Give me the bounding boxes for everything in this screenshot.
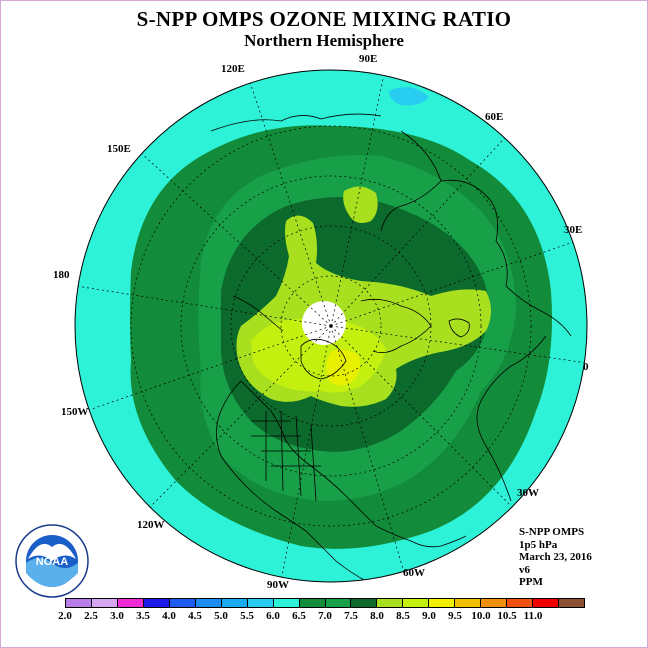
colorbar-segment (169, 599, 196, 607)
colorbar-tick-label: 4.0 (162, 610, 176, 622)
noaa-logo: NOAA (15, 524, 89, 598)
colorbar-segment (351, 599, 378, 607)
label-90e: 90E (359, 53, 378, 65)
colorbar-segment (247, 599, 274, 607)
colorbar-tick-label: 5.5 (240, 610, 254, 622)
polar-data-gap (302, 301, 346, 345)
label-60w: 60W (403, 567, 425, 579)
region-8-5-to-9 (326, 349, 360, 386)
label-120w: 120W (137, 519, 165, 531)
colorbar-segment (117, 599, 144, 607)
colorbar-tick-label: 11.0 (523, 610, 543, 622)
page-subtitle: Northern Hemisphere (244, 31, 404, 50)
colorbar-tick-label: 9.5 (448, 610, 462, 622)
colorbar-segment (143, 599, 170, 607)
colorbar-tick-label: 10.5 (497, 610, 517, 622)
noaa-logo-text: NOAA (36, 556, 68, 568)
label-0: 0 (583, 361, 589, 373)
colorbar-segment (429, 599, 456, 607)
colorbar-segment (91, 599, 118, 607)
region-4-5-to-5-5 (389, 87, 429, 106)
colorbar-tick-label: 8.0 (370, 610, 384, 622)
colorbar-segment (325, 599, 352, 607)
info-units: PPM (519, 576, 543, 588)
label-150w: 150W (61, 406, 89, 418)
info-block: S-NPP OMPS 1p5 hPa March 23, 2016 v6 PPM (519, 526, 592, 589)
colorbar-tick-label: 7.5 (344, 610, 358, 622)
colorbar-segment (377, 599, 404, 607)
info-version: v6 (519, 563, 530, 576)
colorbar (65, 598, 585, 608)
colorbar-tick-label: 2.0 (58, 610, 72, 622)
colorbar-segment (455, 599, 482, 607)
colorbar-segment (273, 599, 300, 607)
label-60e: 60E (485, 111, 504, 123)
colorbar-segment (221, 599, 248, 607)
info-instrument: S-NPP OMPS (519, 526, 585, 538)
colorbar-ticks: 2.0 2.5 3.0 3.5 4.0 4.5 5.0 5.5 6.0 6.5 7.0 7.5 8.0 8… (1, 610, 647, 624)
colorbar-segment (299, 599, 326, 607)
colorbar-tick-label: 3.0 (110, 610, 124, 622)
colorbar-tick-label: 10.0 (471, 610, 491, 622)
colorbar-segment (403, 599, 430, 607)
colorbar-tick-label: 2.5 (84, 610, 98, 622)
colorbar-tick-label: 9.0 (422, 610, 436, 622)
info-date: March 23, 2016 (519, 551, 592, 563)
colorbar-segment (533, 599, 560, 607)
colorbar-tick-label: 6.0 (266, 610, 280, 622)
colorbar-segment (66, 599, 92, 607)
colorbar-tick-label: 3.5 (136, 610, 150, 622)
map-boundary (74, 69, 588, 583)
colorbar-tick-label: 8.5 (396, 610, 410, 622)
colorbar-segment (559, 599, 585, 607)
colorbar-segment (195, 599, 222, 607)
label-150e: 150E (107, 143, 131, 155)
colorbar-tick-label: 6.5 (292, 610, 306, 622)
colorbar-segment (507, 599, 534, 607)
label-30e: 30E (564, 224, 583, 236)
colorbar-segment (481, 599, 508, 607)
colorbar-tick-label: 5.0 (214, 610, 228, 622)
label-30w: 30W (517, 487, 539, 499)
label-180: 180 (53, 269, 70, 281)
colorbar-tick-label: 7.0 (318, 610, 332, 622)
colorbar-tick-label: 4.5 (188, 610, 202, 622)
info-level: 1p5 hPa (519, 538, 558, 551)
label-120e: 120E (221, 63, 245, 75)
graticule (75, 78, 587, 582)
page-title: S-NPP OMPS OZONE MIXING RATIO (136, 7, 512, 31)
region-7-5-to-8-north (343, 186, 378, 223)
label-90w: 90W (267, 579, 289, 591)
